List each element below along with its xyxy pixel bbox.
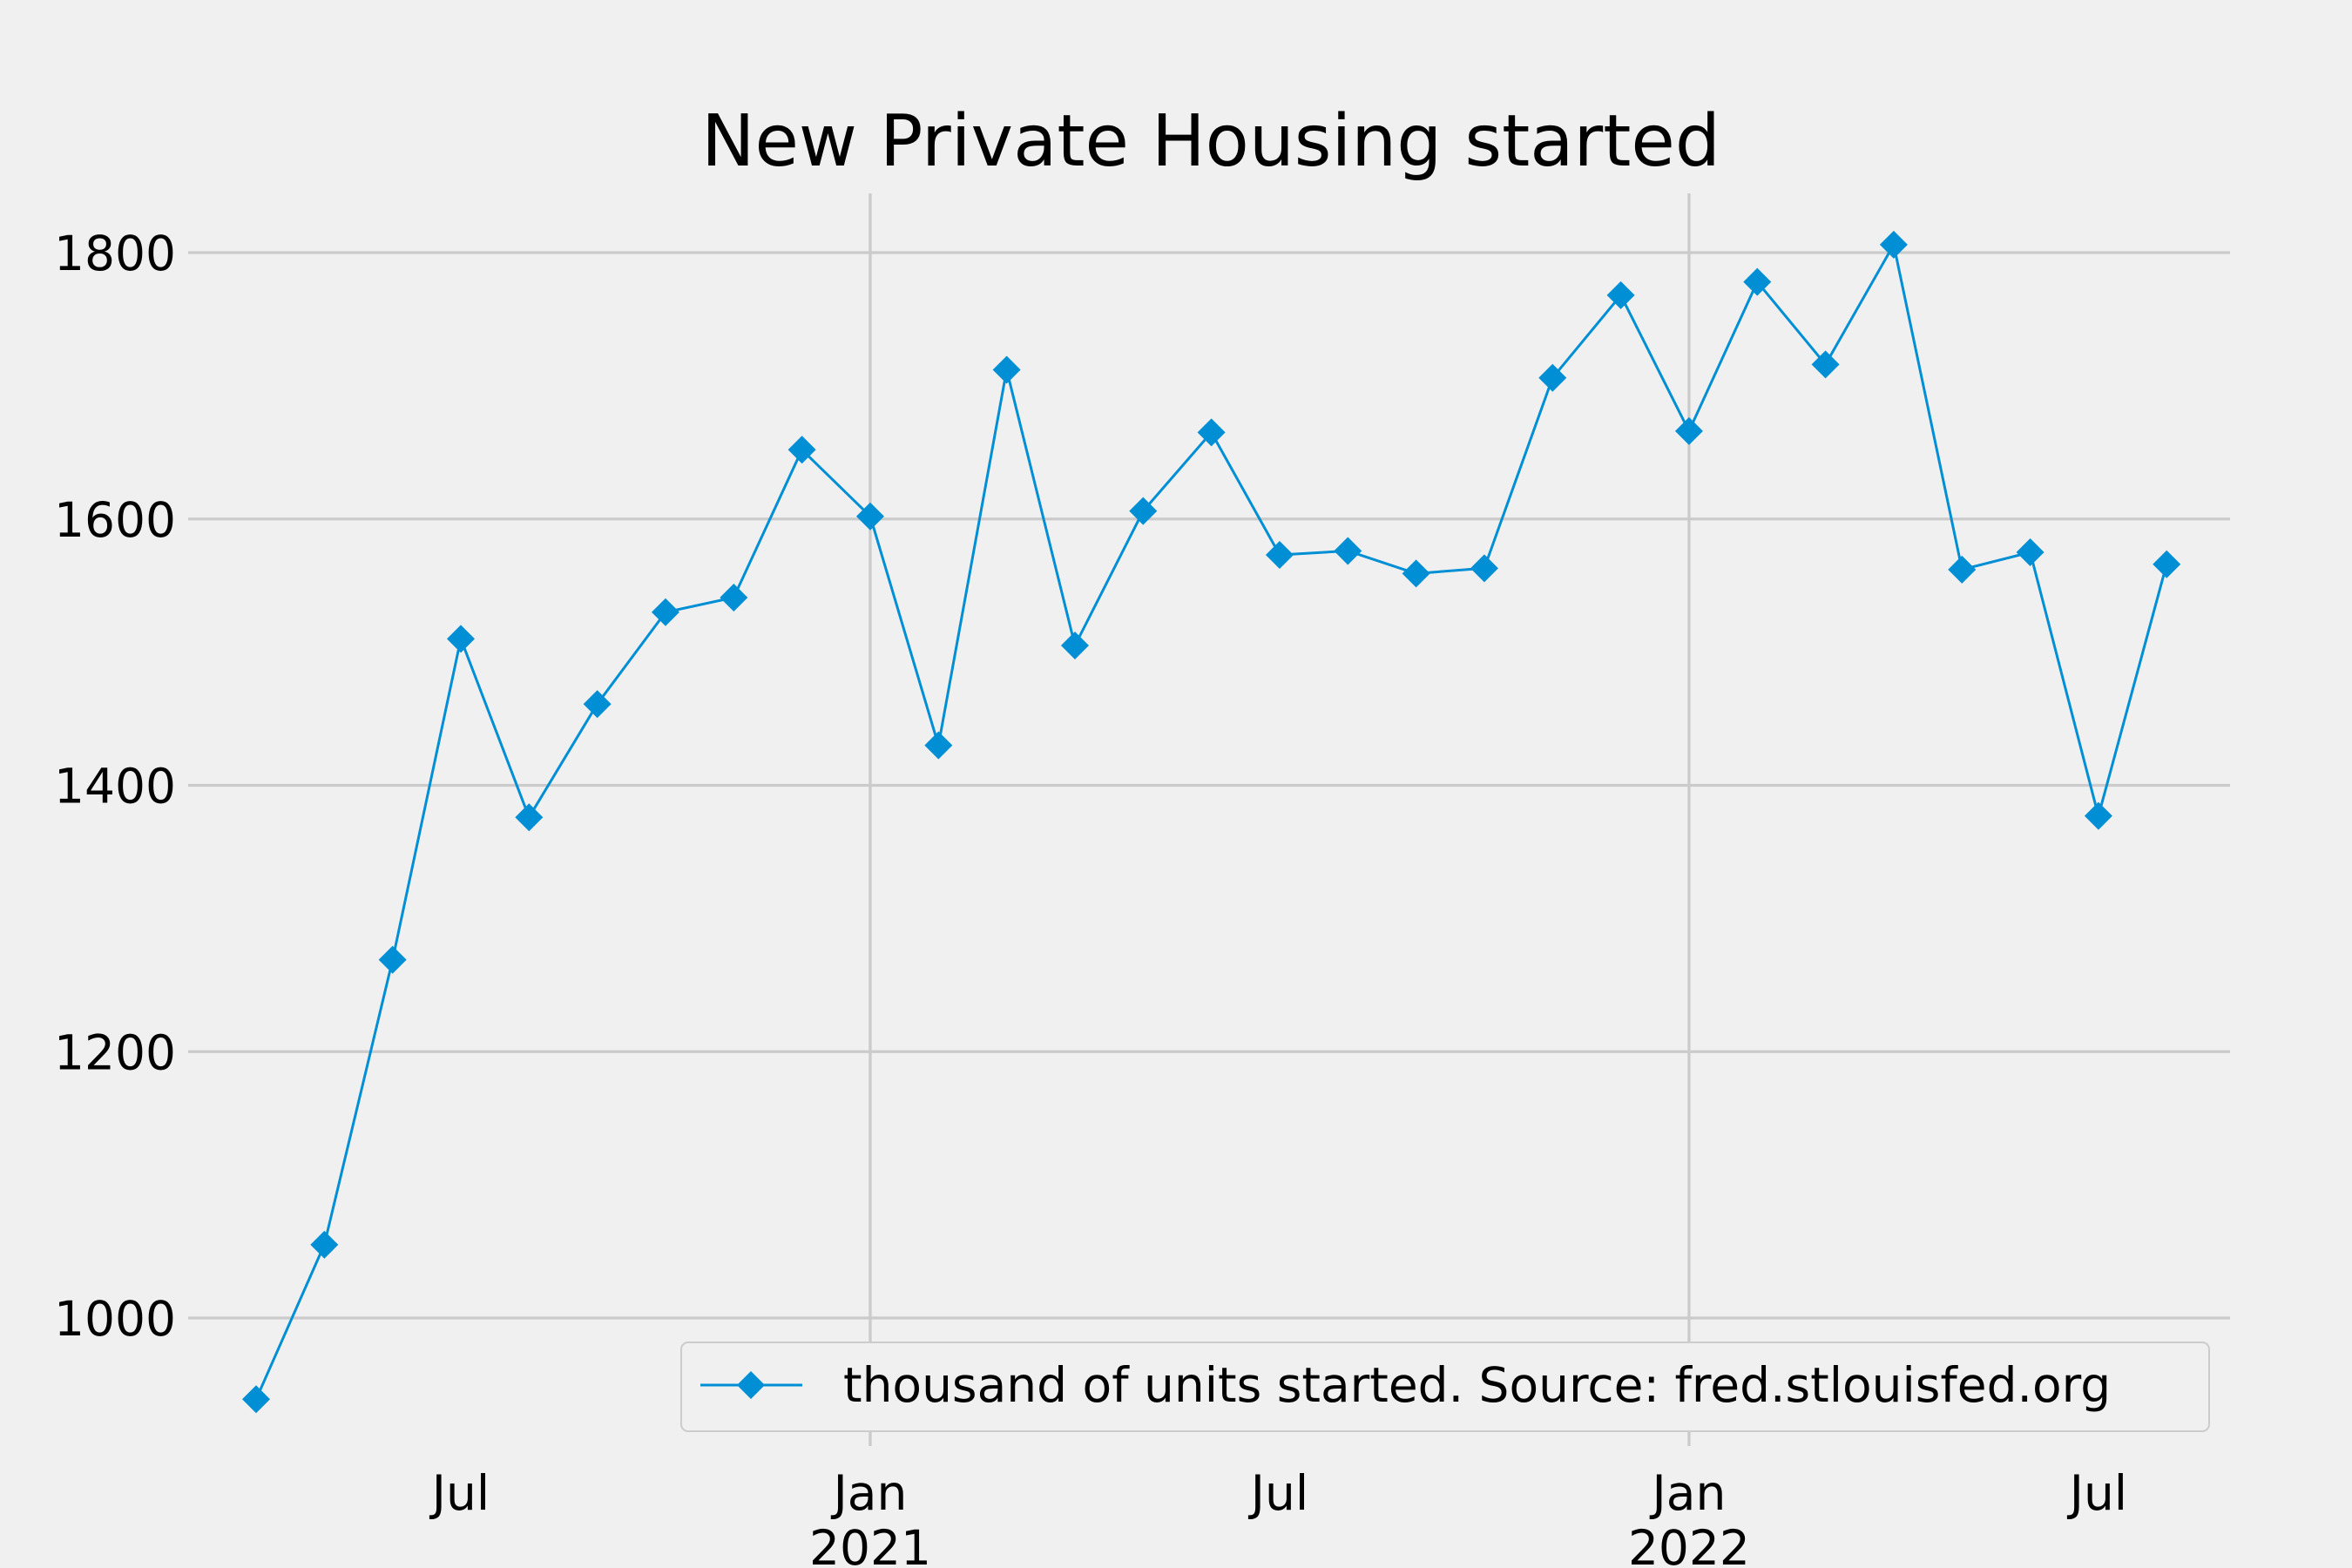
x-tick-year-label: 2021 xyxy=(809,1520,931,1568)
data-point-marker xyxy=(1538,363,1567,392)
x-tick-label: Jul xyxy=(1248,1465,1308,1521)
data-point-marker xyxy=(1060,631,1089,659)
data-point-marker xyxy=(310,1230,339,1259)
data-point-marker xyxy=(1129,497,1158,525)
data-point-marker xyxy=(2153,550,2181,578)
x-tick-label: Jul xyxy=(429,1465,490,1521)
data-point-marker xyxy=(1743,267,1772,296)
data-point-marker xyxy=(2016,537,2044,566)
legend: thousand of units started. Source: fred.… xyxy=(680,1342,2210,1432)
data-point-marker xyxy=(515,803,544,832)
x-tick-label: Jan xyxy=(1650,1465,1727,1521)
data-point-marker xyxy=(1197,418,1226,447)
series-layer xyxy=(242,230,2181,1414)
legend-marker-swatch xyxy=(737,1371,765,1399)
data-point-marker xyxy=(1811,350,1840,379)
data-point-marker xyxy=(1402,559,1430,588)
data-point-marker xyxy=(720,583,748,612)
y-tick-label: 1400 xyxy=(54,759,176,814)
data-point-marker xyxy=(992,355,1021,384)
data-point-marker xyxy=(1948,555,1977,584)
series-line xyxy=(254,243,2168,1400)
y-tick-label: 1000 xyxy=(54,1291,176,1347)
data-point-marker xyxy=(378,945,407,974)
y-tick-label: 1200 xyxy=(54,1024,176,1080)
data-point-marker xyxy=(2084,801,2112,830)
data-point-marker xyxy=(651,598,679,626)
data-point-marker xyxy=(1674,416,1703,445)
legend-box xyxy=(680,1342,2210,1432)
x-tick-year-label: 2022 xyxy=(1628,1520,1750,1568)
data-point-marker xyxy=(924,731,953,760)
data-point-marker xyxy=(446,625,475,653)
y-tick-label: 1600 xyxy=(54,492,176,548)
data-point-marker xyxy=(242,1385,270,1414)
data-point-marker xyxy=(1470,554,1498,583)
x-tick-label: Jul xyxy=(2067,1465,2127,1521)
chart-title: New Private Housing started xyxy=(701,100,1720,183)
data-point-marker xyxy=(1334,537,1362,565)
grid xyxy=(188,193,2230,1446)
legend-label: thousand of units started. Source: fred.… xyxy=(843,1357,2111,1413)
x-tick-label: Jan xyxy=(831,1465,908,1521)
y-tick-label: 1800 xyxy=(54,226,176,281)
data-point-marker xyxy=(1265,541,1294,570)
data-point-marker xyxy=(1606,280,1635,309)
data-point-marker xyxy=(855,502,884,531)
data-point-marker xyxy=(1879,230,1908,259)
data-point-marker xyxy=(583,690,612,719)
data-point-marker xyxy=(787,436,816,464)
y-axis-ticks: 1000 1200 1400 1600 1800 xyxy=(54,226,176,1347)
